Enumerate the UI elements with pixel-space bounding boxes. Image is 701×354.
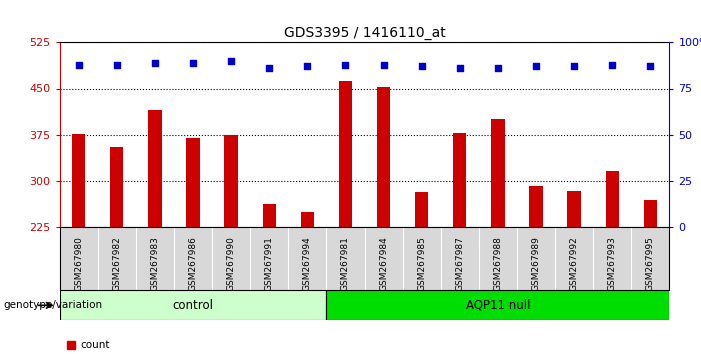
Text: GSM267985: GSM267985 [417,236,426,291]
Bar [568,191,581,227]
Text: GSM267989: GSM267989 [531,236,540,291]
Bar [453,133,466,227]
Point [454,65,465,71]
Point [149,60,161,65]
Point [187,60,198,65]
Point [73,62,84,67]
Bar [186,138,200,227]
Text: GSM267995: GSM267995 [646,236,655,291]
Text: count: count [81,340,110,350]
Bar [72,134,86,227]
Point [378,62,389,67]
Bar [301,212,314,227]
Point [606,62,618,67]
Text: control: control [172,299,214,312]
Point [416,64,428,69]
Bar [224,135,238,227]
Text: GSM267987: GSM267987 [456,236,464,291]
Text: GSM267980: GSM267980 [74,236,83,291]
Point [111,62,123,67]
Text: GSM267982: GSM267982 [112,236,121,291]
Text: GSM267991: GSM267991 [265,236,273,291]
Bar [339,81,352,227]
Point [301,64,313,69]
Point [264,65,275,71]
Bar [263,204,276,227]
FancyBboxPatch shape [60,290,327,320]
Text: GSM267981: GSM267981 [341,236,350,291]
Bar [377,87,390,227]
Title: GDS3395 / 1416110_at: GDS3395 / 1416110_at [284,26,445,40]
Text: GSM267984: GSM267984 [379,236,388,291]
Point [569,64,580,69]
FancyBboxPatch shape [327,290,669,320]
Bar [110,147,123,227]
Point [226,58,237,64]
Point [492,65,503,71]
Bar [529,186,543,227]
Text: AQP11 null: AQP11 null [465,299,530,312]
Point [645,64,656,69]
Bar [606,171,619,227]
Text: GSM267993: GSM267993 [608,236,617,291]
Text: GSM267990: GSM267990 [226,236,236,291]
Text: GSM267986: GSM267986 [189,236,198,291]
Text: GSM267988: GSM267988 [494,236,503,291]
Bar [644,200,657,227]
Point [340,62,351,67]
Text: genotype/variation: genotype/variation [4,300,102,310]
Bar [415,192,428,227]
Bar [148,110,161,227]
Text: GSM267992: GSM267992 [570,236,578,291]
Text: GSM267994: GSM267994 [303,236,312,291]
Text: GSM267983: GSM267983 [151,236,159,291]
Bar [491,119,505,227]
Point [531,64,542,69]
